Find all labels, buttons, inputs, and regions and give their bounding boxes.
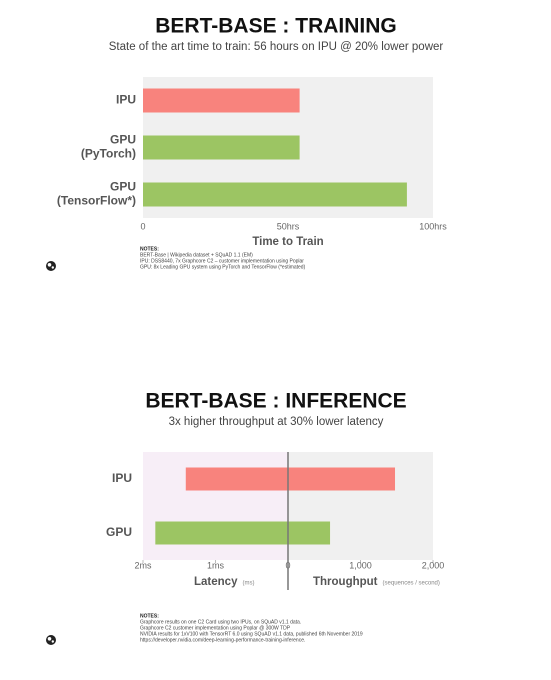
note: IPU: DSS8440, 7x Graphcore C2 – customer… xyxy=(140,258,304,264)
category-label: GPU (TensorFlow*) xyxy=(57,180,136,208)
logo xyxy=(46,261,56,271)
note: BERT-Base | Wikipedia dataset + SQuAD 1.… xyxy=(140,252,253,258)
bar xyxy=(288,467,396,491)
category-label: IPU xyxy=(116,93,136,107)
x-tick-label: 50hrs xyxy=(277,221,300,231)
x-tick-label: 2,000 xyxy=(422,560,445,570)
category-label: GPU (PyTorch) xyxy=(81,133,136,161)
chart-title: BERT-BASE : INFERENCE xyxy=(145,390,406,413)
chart-title: BERT-BASE : TRAINING xyxy=(155,15,397,38)
bar xyxy=(143,88,300,113)
x-tick-label: 100hrs xyxy=(419,221,447,231)
bar xyxy=(155,521,288,545)
x-axis-label: Throughput xyxy=(313,576,378,588)
bar xyxy=(143,135,300,160)
x-axis-unit: (sequences / second) xyxy=(383,581,440,587)
bar xyxy=(185,467,288,491)
x-tick-label: 0 xyxy=(140,221,145,231)
category-label: IPU xyxy=(112,471,132,485)
note: NVIDIA results for 1xV100 with TensorRT … xyxy=(140,631,363,637)
x-tick-label: 2ms xyxy=(134,560,152,570)
x-axis-label: Latency xyxy=(194,576,238,588)
note: GPU: 8x Leading GPU system using PyTorch… xyxy=(140,264,306,270)
note: NOTES: xyxy=(140,613,159,619)
bar xyxy=(143,182,407,207)
x-axis-unit: (ms) xyxy=(242,581,254,587)
x-tick-label: 1,000 xyxy=(349,560,372,570)
chart-subtitle: State of the art time to train: 56 hours… xyxy=(109,41,444,53)
chart-subtitle: 3x higher throughput at 30% lower latenc… xyxy=(169,416,384,428)
note: https://developer.nvidia.com/deep-learni… xyxy=(140,637,305,643)
category-label: GPU xyxy=(106,525,132,539)
note: Graphcore results on one C2 Card using t… xyxy=(140,619,301,625)
x-tick-label: 1ms xyxy=(207,560,225,570)
note: NOTES: xyxy=(140,246,159,252)
note: Graphcore C2 customer implementation usi… xyxy=(140,625,291,631)
bar xyxy=(288,521,331,545)
x-axis-label: Time to Train xyxy=(252,236,323,248)
logo xyxy=(46,635,56,645)
